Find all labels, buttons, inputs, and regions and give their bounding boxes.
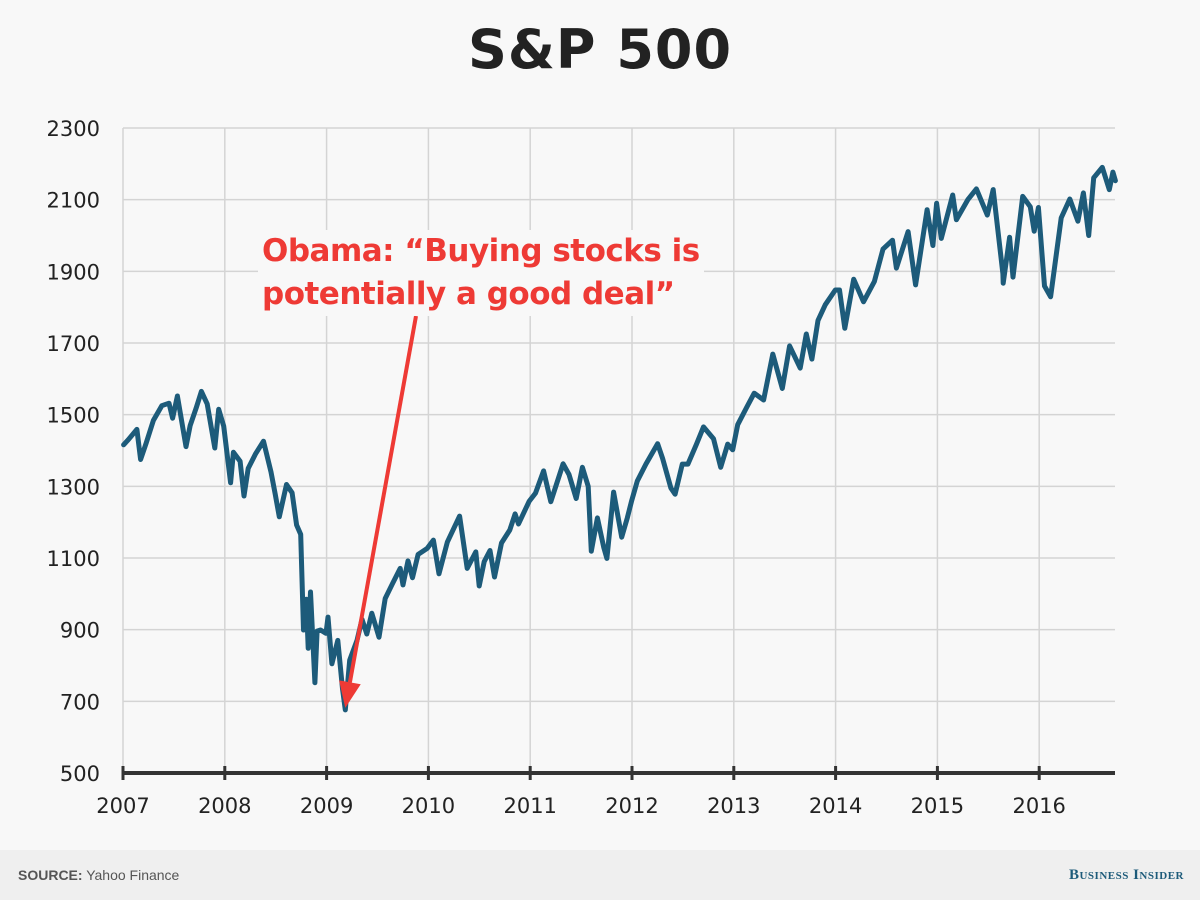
annotation-line-2: potentially a good deal”	[262, 276, 675, 312]
y-tick-label: 1500	[47, 404, 100, 428]
brand-logo: Business Insider	[1068, 867, 1184, 883]
chart-title: S&P 500	[467, 18, 733, 81]
sp500-series-line	[121, 164, 1118, 713]
x-tick-label: 2007	[96, 794, 149, 818]
y-tick-label: 1100	[47, 547, 100, 571]
x-tick-label: 2008	[198, 794, 251, 818]
source-label: SOURCE:	[18, 867, 83, 883]
x-tick-label: 2010	[402, 794, 455, 818]
annotation-line-1: Obama: “Buying stocks is	[262, 233, 700, 269]
x-tick-label: 2011	[503, 794, 556, 818]
x-tick-label: 2014	[809, 794, 862, 818]
annotation-text: Obama: “Buying stocks is potentially a g…	[258, 230, 704, 316]
y-tick-label: 700	[60, 690, 100, 714]
source-value: Yahoo Finance	[86, 867, 180, 883]
y-tick-label: 500	[60, 762, 100, 786]
y-tick-label: 1300	[47, 475, 100, 499]
y-tick-label: 1900	[47, 260, 100, 284]
x-tick-label: 2013	[707, 794, 760, 818]
y-tick-label: 900	[60, 619, 100, 643]
line-chart: 500 700 900 1100 1300 1500 1700 1900 2100 2300 200…	[47, 117, 1118, 818]
x-tick-label: 2015	[911, 794, 964, 818]
y-tick-label: 2300	[47, 117, 100, 141]
x-tick-label: 2009	[300, 794, 353, 818]
footer: SOURCE: Yahoo Finance Business Insider	[0, 850, 1200, 900]
y-tick-label: 2100	[47, 189, 100, 213]
source-note: SOURCE: Yahoo Finance	[18, 867, 179, 883]
y-tick-label: 1700	[47, 332, 100, 356]
x-tick-label: 2016	[1012, 794, 1065, 818]
x-tick-label: 2012	[605, 794, 658, 818]
annotation-arrow-head	[339, 680, 361, 708]
annotation-arrow-shaft	[347, 315, 418, 683]
